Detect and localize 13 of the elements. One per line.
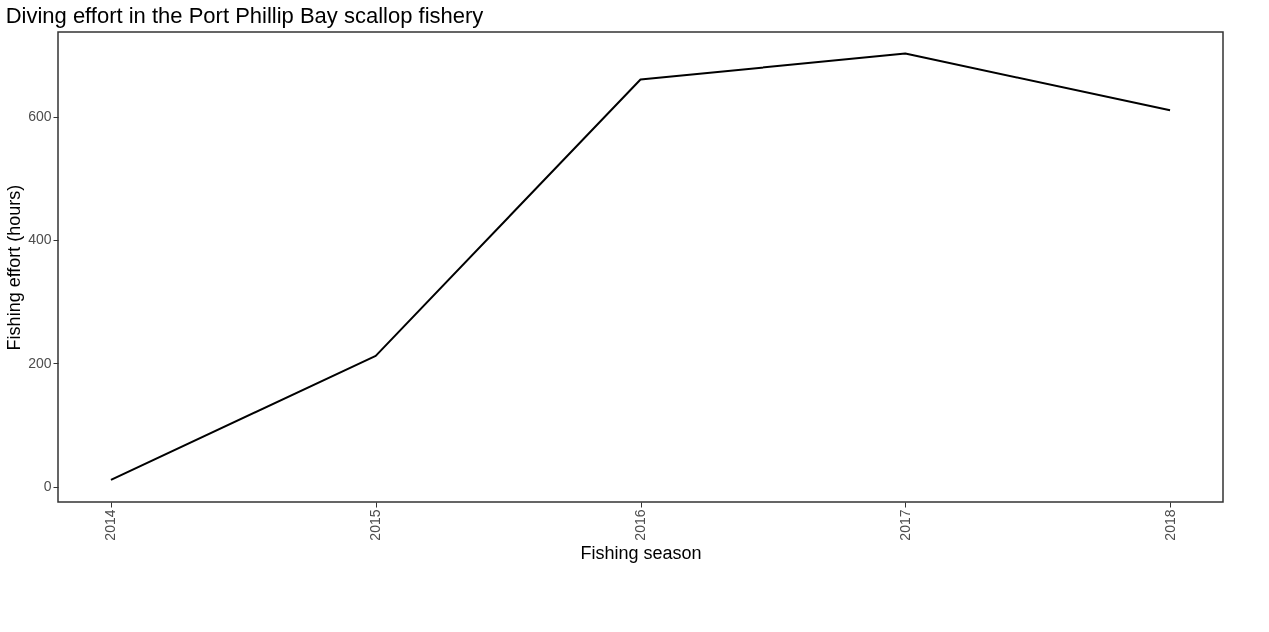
line-series	[109, 52, 1172, 481]
x-tick-label: 2014	[102, 509, 119, 541]
x-tick-label: 2016	[632, 509, 648, 541]
x-tick-label: 2015	[367, 509, 384, 541]
chart-title: Diving effort in the Port Phillip Bay scallop fishery	[5, 3, 484, 28]
y-tick-label: 0	[43, 478, 52, 495]
x-axis-title: Fishing season	[580, 542, 702, 563]
y-axis-title: Fishing effort (hours)	[4, 184, 25, 351]
x-tick-label: 2017	[896, 509, 913, 541]
y-tick-label: 200	[28, 354, 52, 371]
y-tick-label: 400	[28, 231, 52, 248]
x-tick-label: 2018	[1161, 509, 1178, 541]
y-tick-label: 600	[28, 108, 52, 124]
